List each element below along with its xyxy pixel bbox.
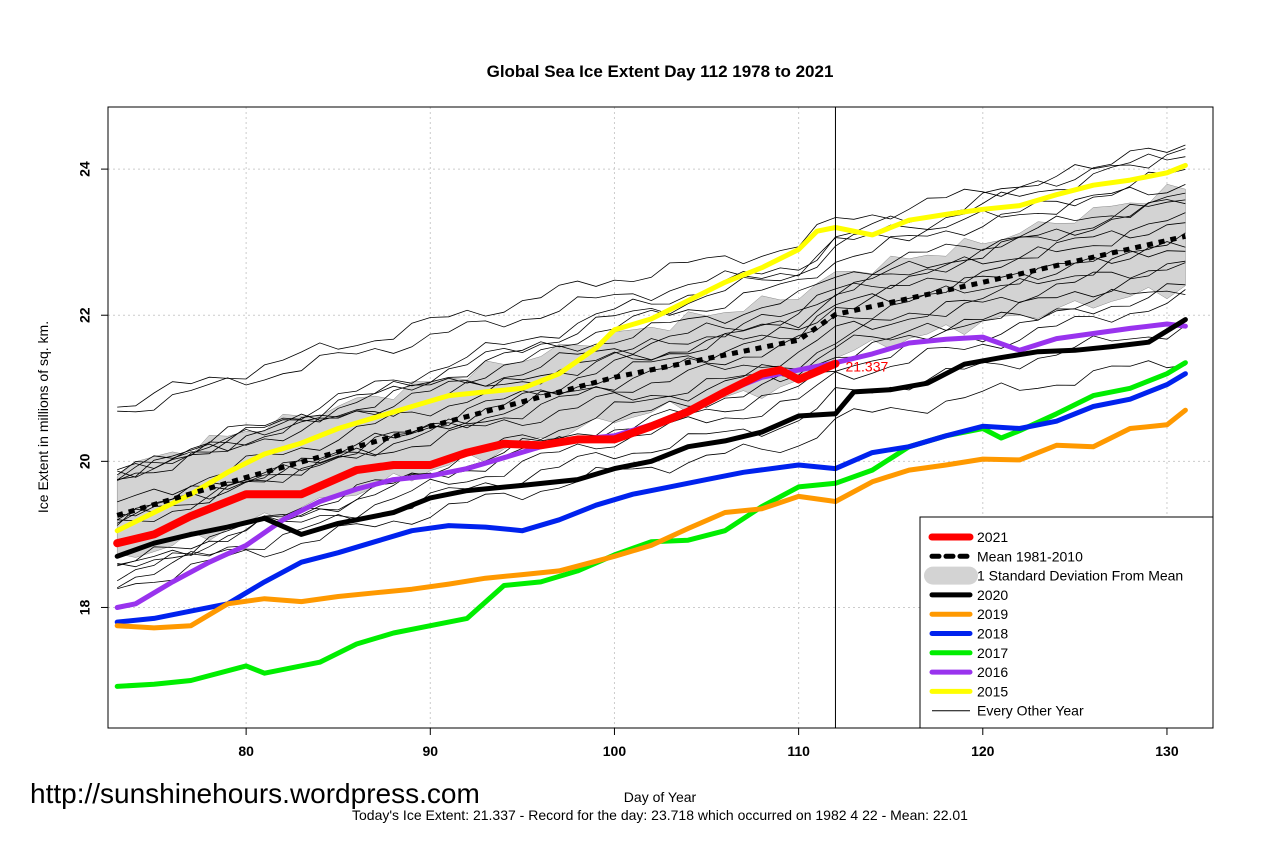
current-value-label: 21.337 bbox=[845, 359, 888, 375]
x-tick-label: 120 bbox=[971, 743, 995, 759]
y-tick-label: 22 bbox=[77, 307, 93, 323]
x-tick-label: 90 bbox=[423, 743, 439, 759]
legend-swatch bbox=[924, 566, 978, 585]
x-tick-label: 100 bbox=[603, 743, 627, 759]
y-tick-label: 24 bbox=[77, 161, 93, 177]
other-year-line bbox=[117, 288, 1186, 517]
legend-label: 2019 bbox=[977, 606, 1008, 622]
x-tick-label: 130 bbox=[1155, 743, 1179, 759]
legend: 2021 Mean 1981-2010 1 Standard Deviation F… bbox=[919, 516, 1214, 729]
legend-label: 2017 bbox=[977, 645, 1008, 661]
y-tick-label: 20 bbox=[77, 453, 93, 469]
other-year-line bbox=[117, 222, 1186, 480]
series-line-2015 bbox=[114, 162, 1188, 534]
legend-label: Mean 1981-2010 bbox=[977, 548, 1083, 564]
other-year-line bbox=[117, 360, 1186, 590]
other-year-line bbox=[117, 283, 1186, 567]
other-year-line bbox=[117, 184, 1186, 413]
other-year-line bbox=[117, 199, 1186, 503]
other-year-line bbox=[117, 144, 1186, 471]
y-axis-label: Ice Extent in millions of sq. km. bbox=[35, 321, 51, 513]
x-tick-label: 80 bbox=[238, 743, 254, 759]
other-year-line bbox=[117, 153, 1186, 481]
y-tick-label: 18 bbox=[77, 599, 93, 615]
other-year-line bbox=[116, 169, 1186, 476]
highlighted-series bbox=[113, 162, 1188, 689]
series-line-2019 bbox=[114, 407, 1188, 631]
legend-label: 2021 bbox=[977, 529, 1008, 545]
legend-label: 2016 bbox=[977, 664, 1008, 680]
x-axis: 80 90 100 110 120 130 bbox=[238, 728, 1179, 759]
legend-label: 2018 bbox=[977, 626, 1008, 642]
series-line-2018 bbox=[114, 371, 1188, 625]
legend-label: 2015 bbox=[977, 683, 1008, 699]
x-axis-label: Day of Year bbox=[624, 789, 697, 805]
legend-label: Every Other Year bbox=[977, 703, 1084, 719]
x-tick-label: 110 bbox=[787, 743, 810, 759]
series-line-2020 bbox=[114, 317, 1188, 559]
series-line-2021 bbox=[113, 359, 840, 548]
plot-frame bbox=[107, 106, 1214, 729]
chart-title: Global Sea Ice Extent Day 112 1978 to 20… bbox=[487, 62, 834, 81]
y-axis: 18 20 22 24 bbox=[77, 161, 108, 615]
other-year-line bbox=[117, 241, 1186, 568]
site-url: http://sunshinehours.wordpress.com bbox=[30, 778, 480, 809]
footer-stats: Today's Ice Extent: 21.337 - Record for … bbox=[352, 807, 968, 823]
legend-label: 2020 bbox=[977, 587, 1008, 603]
other-year-line bbox=[116, 192, 1186, 481]
legend-label: 1 Standard Deviation From Mean bbox=[977, 568, 1183, 584]
other-year-line bbox=[116, 212, 1186, 521]
